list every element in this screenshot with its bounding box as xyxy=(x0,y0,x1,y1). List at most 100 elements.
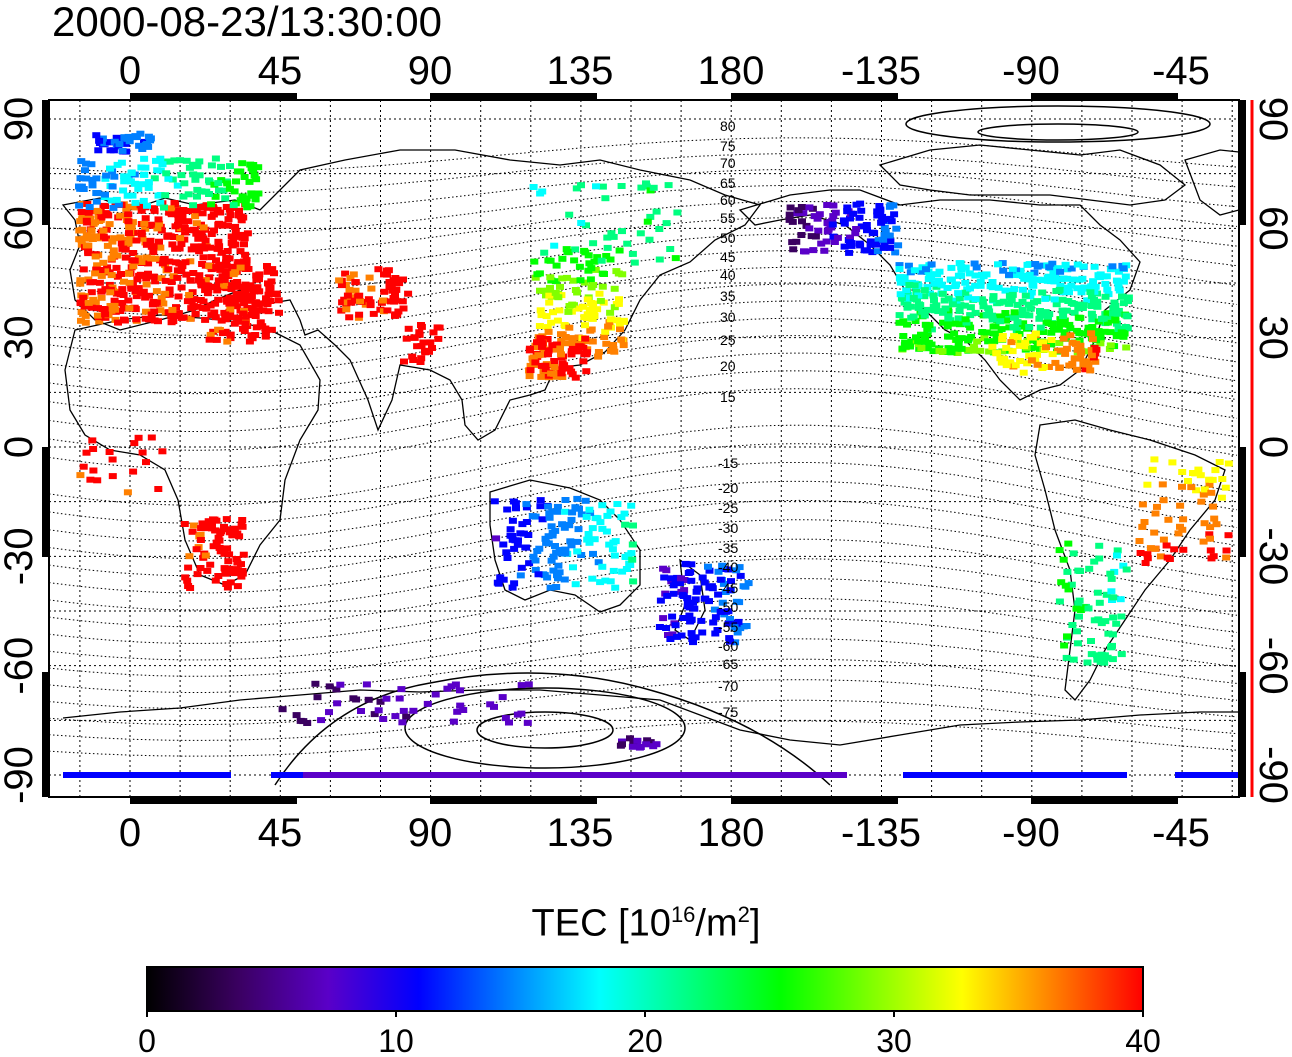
contour-line xyxy=(49,169,1238,215)
tec-cell xyxy=(1106,570,1115,577)
left-axis-bar xyxy=(42,447,49,557)
tec-cell xyxy=(995,299,1004,306)
tec-cell xyxy=(1113,552,1121,559)
tec-cell xyxy=(151,772,159,778)
tec-cell xyxy=(833,234,842,241)
tec-cell xyxy=(998,260,1007,267)
tec-cell xyxy=(528,513,537,520)
tec-cell xyxy=(1109,310,1117,317)
tec-cell xyxy=(137,207,146,214)
tec-cell xyxy=(1206,547,1215,554)
tec-cell xyxy=(526,367,535,374)
tec-cell xyxy=(545,510,554,517)
tec-cell xyxy=(914,338,923,345)
tec-cell xyxy=(1075,613,1083,620)
tec-cell xyxy=(1021,311,1030,318)
tec-cell xyxy=(134,434,143,441)
tec-cell xyxy=(367,772,375,778)
tec-cell xyxy=(783,772,791,778)
tec-cell xyxy=(110,235,119,242)
tec-cell xyxy=(191,213,200,220)
tec-cell xyxy=(400,358,408,365)
tec-cell xyxy=(976,347,985,354)
tec-cell xyxy=(687,561,696,568)
tec-cell xyxy=(1054,288,1063,294)
tec-cell xyxy=(252,272,261,279)
tec-cell xyxy=(249,167,258,174)
tec-cell xyxy=(550,364,559,370)
tec-cell xyxy=(141,259,150,266)
tec-cell xyxy=(503,506,512,513)
tec-cell xyxy=(786,204,795,211)
tec-cell xyxy=(985,348,994,355)
tec-cell xyxy=(109,247,118,254)
tec-cell xyxy=(102,172,111,179)
tec-cell xyxy=(998,348,1007,355)
tec-cell xyxy=(222,581,231,587)
tec-cell xyxy=(1064,586,1073,593)
tec-cell xyxy=(125,270,134,277)
tec-cell xyxy=(1212,521,1221,528)
tec-cell xyxy=(1087,293,1096,300)
tec-cell xyxy=(874,237,883,244)
tec-cell xyxy=(898,345,907,352)
tec-cell xyxy=(1205,531,1214,538)
tec-cell xyxy=(140,220,149,227)
tec-cell xyxy=(957,345,966,352)
tec-cell xyxy=(1087,772,1095,778)
tec-cell xyxy=(687,616,696,623)
tec-cell xyxy=(663,592,672,599)
tec-cell xyxy=(219,276,228,283)
plot-area xyxy=(49,100,1239,797)
tec-cell xyxy=(914,292,923,299)
tec-cell xyxy=(1052,301,1061,308)
tec-cell xyxy=(897,279,906,286)
tec-cell xyxy=(856,200,865,207)
tec-cell xyxy=(209,543,218,550)
tec-cell xyxy=(1175,772,1183,778)
tec-cell xyxy=(389,277,398,284)
tec-cell xyxy=(479,772,487,778)
tec-cell xyxy=(1023,360,1032,367)
tec-cell xyxy=(505,719,513,726)
tec-cell xyxy=(397,686,406,693)
tec-cell xyxy=(423,700,432,707)
tec-cell xyxy=(124,211,133,218)
tec-cell xyxy=(139,171,148,178)
tec-cell xyxy=(616,742,625,749)
tec-cell xyxy=(565,522,574,529)
tec-cell xyxy=(615,296,623,303)
tec-cell xyxy=(681,560,690,567)
tec-cell xyxy=(503,555,512,561)
tec-cell xyxy=(259,307,268,314)
tec-cell xyxy=(1101,280,1110,287)
tec-cell xyxy=(421,347,429,354)
tec-cell xyxy=(238,193,247,200)
tec-cell xyxy=(944,349,953,355)
tec-cell xyxy=(1215,459,1224,465)
tec-cell xyxy=(591,772,599,778)
colorbar-title-main: TEC [10 xyxy=(531,902,671,945)
tec-cell xyxy=(590,536,599,543)
tec-cell xyxy=(895,319,904,326)
tec-cell xyxy=(1114,285,1123,292)
tec-cell xyxy=(1057,579,1066,586)
tec-cell xyxy=(971,296,980,303)
lat-label: 60 xyxy=(1251,206,1292,251)
tec-cell xyxy=(1060,347,1069,354)
tec-cell xyxy=(125,230,133,237)
tec-cell xyxy=(713,627,722,633)
tec-cell xyxy=(598,183,607,190)
tec-cell xyxy=(579,344,588,351)
tec-cell xyxy=(1070,309,1079,316)
tec-cell xyxy=(655,624,664,630)
tec-cell xyxy=(1218,476,1227,482)
tec-cell xyxy=(972,264,981,271)
tec-cell xyxy=(652,208,661,215)
tec-cell xyxy=(887,218,896,225)
tec-cell xyxy=(1067,581,1076,588)
tec-cell xyxy=(209,328,218,335)
tec-cell xyxy=(671,579,680,586)
tec-cell xyxy=(1095,555,1104,562)
tec-cell xyxy=(303,772,311,778)
